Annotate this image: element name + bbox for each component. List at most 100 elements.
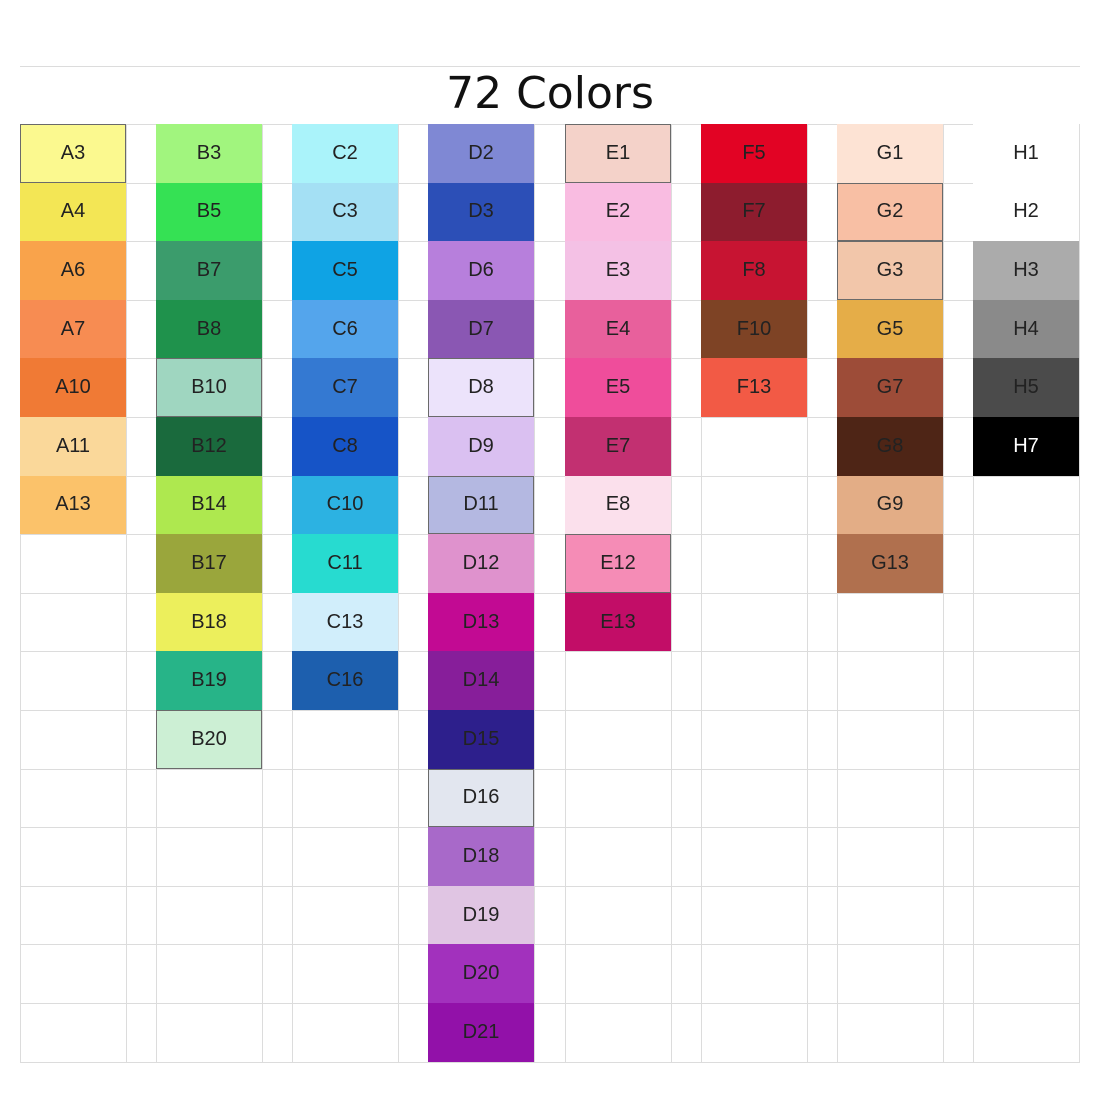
swatch-label: D3 (468, 200, 494, 223)
grid-line-vertical (262, 124, 263, 1062)
color-swatch-g8: G8 (837, 417, 943, 476)
swatch-label: D12 (462, 551, 500, 574)
swatch-label: E5 (605, 376, 631, 399)
grid-line-vertical (943, 124, 944, 1062)
swatch-label: C16 (326, 669, 364, 692)
swatch-label: D2 (468, 141, 494, 164)
swatch-label: B12 (191, 434, 227, 457)
color-swatch-d2: D2 (428, 124, 534, 183)
color-swatch-b17: B17 (156, 534, 262, 593)
swatch-label: B14 (191, 493, 227, 516)
grid-line-horizontal (20, 944, 1080, 946)
grid-line-vertical (20, 124, 21, 1062)
swatch-label: D9 (468, 434, 494, 457)
grid-line-horizontal (20, 241, 1080, 243)
color-swatch-e1: E1 (565, 124, 671, 183)
color-swatch-b14: B14 (156, 475, 262, 535)
color-swatch-e12: E12 (565, 534, 671, 593)
color-swatch-d3: D3 (428, 182, 534, 242)
color-swatch-b3: B3 (156, 124, 262, 183)
swatch-label: H5 (1013, 376, 1039, 399)
grid-line-vertical (398, 124, 399, 1062)
grid-line-horizontal (20, 710, 1080, 711)
color-swatch-d18: D18 (428, 827, 534, 886)
color-swatch-d21: D21 (428, 1003, 534, 1062)
swatch-label: A3 (60, 141, 86, 164)
color-swatch-g5: G5 (837, 299, 943, 359)
swatch-label: G3 (876, 258, 904, 281)
color-swatch-d11: D11 (428, 475, 534, 535)
swatch-label: E13 (600, 610, 636, 633)
swatch-label: C8 (332, 434, 358, 457)
color-swatch-a4: A4 (20, 182, 126, 242)
swatch-label: F13 (736, 376, 772, 399)
color-swatch-d8: D8 (428, 358, 534, 417)
color-swatch-b12: B12 (156, 417, 262, 476)
color-swatch-g2: G2 (837, 182, 943, 242)
color-swatch-c11: C11 (292, 534, 398, 593)
swatch-label: A7 (60, 317, 86, 340)
color-swatch-e3: E3 (565, 241, 671, 300)
color-swatch-a7: A7 (20, 299, 126, 359)
swatch-label: H4 (1013, 317, 1039, 340)
color-swatch-c2: C2 (292, 124, 398, 183)
color-swatch-e2: E2 (565, 182, 671, 242)
color-swatch-g1: G1 (837, 124, 943, 183)
color-swatch-c10: C10 (292, 475, 398, 535)
color-swatch-e5: E5 (565, 358, 671, 417)
color-swatch-d6: D6 (428, 241, 534, 300)
color-swatch-c5: C5 (292, 241, 398, 300)
swatch-label: C11 (327, 551, 363, 574)
swatch-label: E1 (605, 141, 631, 164)
swatch-label: B19 (191, 669, 227, 692)
color-swatch-d7: D7 (428, 299, 534, 359)
swatch-label: G13 (871, 551, 909, 574)
color-swatch-b8: B8 (156, 299, 262, 359)
swatch-label: D11 (463, 493, 499, 516)
swatch-label: B20 (191, 727, 227, 750)
color-swatch-b19: B19 (156, 651, 262, 710)
grid-line-horizontal (20, 1061, 1080, 1063)
swatch-label: B10 (191, 376, 227, 399)
color-swatch-a10: A10 (20, 358, 126, 417)
color-swatch-h5: H5 (973, 358, 1079, 417)
color-swatch-d19: D19 (428, 885, 534, 945)
swatch-label: D7 (468, 317, 494, 340)
swatch-label: D14 (462, 669, 500, 692)
swatch-label: D6 (468, 258, 494, 281)
swatch-label: H7 (1013, 434, 1039, 457)
grid-line-horizontal (20, 827, 1080, 829)
color-swatch-h4: H4 (973, 299, 1079, 359)
grid-line-horizontal (20, 534, 1080, 536)
swatch-label: D18 (462, 844, 500, 867)
grid-line-horizontal (20, 475, 1080, 477)
color-swatch-g3: G3 (837, 241, 943, 300)
swatch-label: D13 (462, 610, 500, 633)
color-swatch-e13: E13 (565, 592, 671, 652)
swatch-label: G8 (876, 434, 904, 457)
color-swatch-f10: F10 (701, 299, 807, 359)
swatch-label: H3 (1013, 258, 1039, 281)
swatch-label: B18 (191, 610, 227, 633)
swatch-label: G5 (876, 317, 904, 340)
swatch-label: C7 (332, 376, 358, 399)
color-swatch-g13: G13 (837, 534, 943, 593)
color-swatch-b18: B18 (156, 592, 262, 652)
swatch-label: A6 (60, 258, 86, 281)
grid-line-horizontal (20, 417, 1080, 418)
grid-line-vertical (534, 124, 535, 1062)
swatch-label: G1 (876, 141, 904, 164)
color-swatch-f13: F13 (701, 358, 807, 417)
grid-line-horizontal (20, 299, 1080, 301)
swatch-label: E2 (605, 200, 631, 223)
swatch-label: D19 (462, 903, 500, 926)
swatch-label: C5 (332, 258, 358, 281)
grid-line-horizontal (20, 358, 1080, 360)
color-swatch-e4: E4 (565, 299, 671, 359)
color-swatch-a3: A3 (20, 124, 126, 183)
color-swatch-a11: A11 (20, 417, 126, 476)
swatch-label: G7 (876, 376, 904, 399)
color-swatch-d12: D12 (428, 534, 534, 593)
grid-line-horizontal (20, 182, 1080, 184)
